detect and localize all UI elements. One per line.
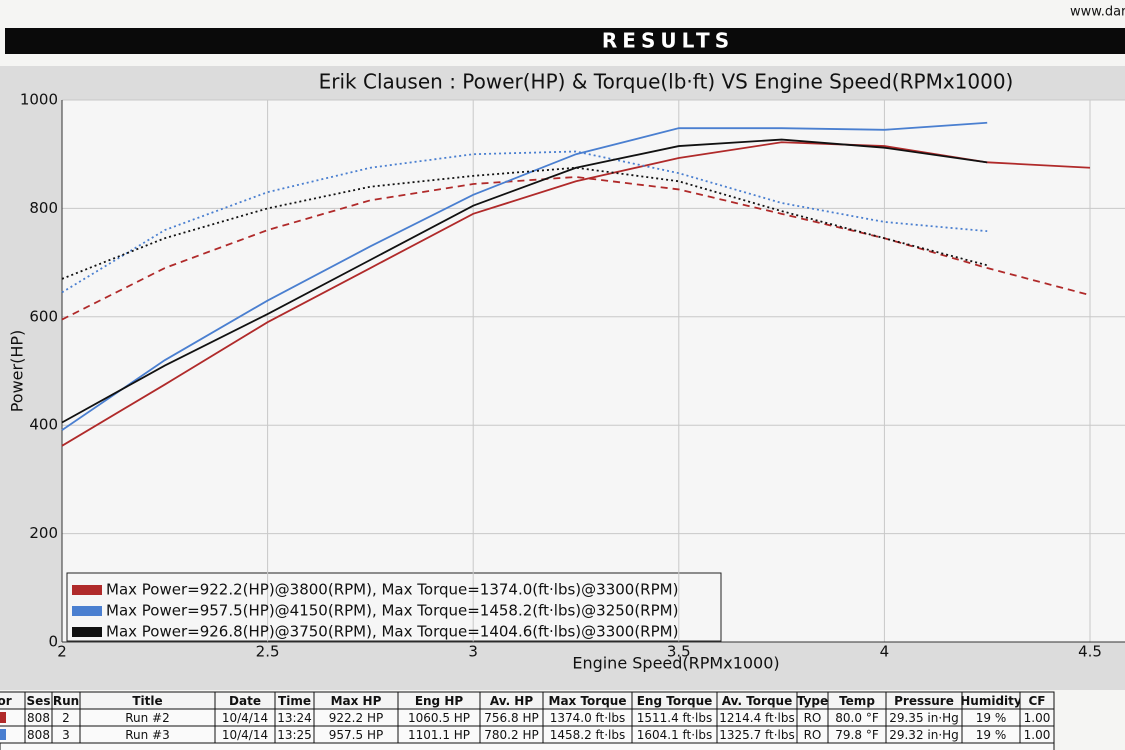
cell-text: RO: [804, 728, 822, 742]
run-swatch: [0, 729, 6, 740]
x-tick-label: 2.5: [256, 643, 280, 661]
cell-text: 80.0 °F: [835, 711, 879, 725]
x-tick-label: 3.5: [667, 643, 691, 661]
column-header: Humidity: [960, 694, 1022, 708]
url-text: www.dar: [1070, 5, 1125, 20]
cell-text: 808: [27, 711, 50, 725]
legend-swatch: [72, 606, 102, 616]
y-tick-label: 600: [29, 307, 58, 325]
cell-text: 3: [62, 728, 70, 742]
cell-text: RO: [804, 711, 822, 725]
column-header: Temp: [839, 694, 875, 708]
cell-text: 1060.5 HP: [408, 711, 470, 725]
column-header: CF: [1028, 694, 1045, 708]
cell-text: 1101.1 HP: [408, 728, 470, 742]
cell-text: 1214.4 ft·lbs: [719, 711, 795, 725]
cell-text: 780.2 HP: [484, 728, 538, 742]
cell-text: 808: [27, 728, 50, 742]
results-bar: [5, 28, 1125, 54]
torque-line: [61, 150, 988, 294]
cell-text: 957.5 HP: [329, 728, 383, 742]
power-line: [61, 138, 988, 424]
column-header: Type: [797, 694, 828, 708]
y-tick-label: 0: [48, 633, 58, 651]
cell-text: Run #2: [125, 711, 170, 725]
legend: [66, 572, 722, 642]
cell-text: 922.2 HP: [329, 711, 383, 725]
results-title: RESULTS: [602, 29, 734, 53]
run-swatch: [0, 712, 6, 723]
cell-text: 10/4/14: [222, 711, 268, 725]
column-header: Pressure: [894, 694, 954, 708]
cell-text: 1604.1 ft·lbs: [637, 728, 713, 742]
cell-text: 756.8 HP: [484, 711, 538, 725]
column-header: Date: [229, 694, 261, 708]
cell-text: 1.00: [1024, 711, 1051, 725]
x-tick-label: 4: [880, 643, 890, 661]
cell-text: Run #3: [125, 728, 170, 742]
column-header: Time: [278, 694, 311, 708]
cell-text: 2: [62, 711, 70, 725]
x-tick-label: 4.5: [1078, 643, 1102, 661]
cell-text: 13:25: [277, 728, 312, 742]
cell-text: 79.8 °F: [835, 728, 879, 742]
column-header: Run: [53, 694, 79, 708]
x-axis-label: Engine Speed(RPMx1000): [572, 654, 779, 673]
column-header: Av. Torque: [722, 694, 792, 708]
column-header: Max Torque: [549, 694, 627, 708]
legend-label: Max Power=926.8(HP)@3750(RPM), Max Torqu…: [106, 623, 678, 641]
x-tick-label: 2: [57, 643, 67, 661]
y-tick-label: 400: [29, 416, 58, 434]
cell-text: 1374.0 ft·lbs: [550, 711, 626, 725]
cell-text: 1325.7 ft·lbs: [719, 728, 795, 742]
cell-text: 19 %: [976, 711, 1007, 725]
legend-label: Max Power=957.5(HP)@4150(RPM), Max Torqu…: [106, 602, 678, 620]
cell-text: 1.00: [1024, 728, 1051, 742]
y-tick-label: 1000: [20, 91, 58, 109]
marks: 0 200 400 600 800 1000 2 2.5 3 3.5 4 4.5 Max Power=9…: [0, 91, 1125, 750]
power-line: [61, 121, 988, 431]
cell-text: 1458.2 ft·lbs: [550, 728, 626, 742]
column-header: Ses: [27, 694, 51, 708]
cell-text: 29.35 in·Hg: [889, 711, 959, 725]
cell-text: 1511.4 ft·lbs: [637, 711, 713, 725]
column-header: Av. HP: [490, 694, 533, 708]
column-header: Eng HP: [415, 694, 464, 708]
column-header: lor: [0, 694, 12, 708]
cell-text: 10/4/14: [222, 728, 268, 742]
column-header: Title: [132, 694, 162, 708]
y-tick-label: 800: [29, 199, 58, 217]
cell-text: 13:24: [277, 711, 312, 725]
legend-swatch: [72, 627, 102, 637]
legend-swatch: [72, 585, 102, 595]
x-tick-label: 3: [468, 643, 478, 661]
cell-text: 29.32 in·Hg: [889, 728, 959, 742]
power-line: [61, 141, 1091, 447]
legend-label: Max Power=922.2(HP)@3800(RPM), Max Torqu…: [106, 581, 678, 599]
table-row-cut: [0, 742, 1055, 750]
y-axis-label: Power(HP): [8, 330, 27, 413]
y-tick-label: 200: [29, 524, 58, 542]
chart-title: Erik Clausen : Power(HP) & Torque(lb·ft)…: [319, 70, 1014, 94]
column-header: Max HP: [331, 694, 382, 708]
column-header: Eng Torque: [637, 694, 713, 708]
plot-area: [62, 100, 1125, 642]
cell-text: 19 %: [976, 728, 1007, 742]
